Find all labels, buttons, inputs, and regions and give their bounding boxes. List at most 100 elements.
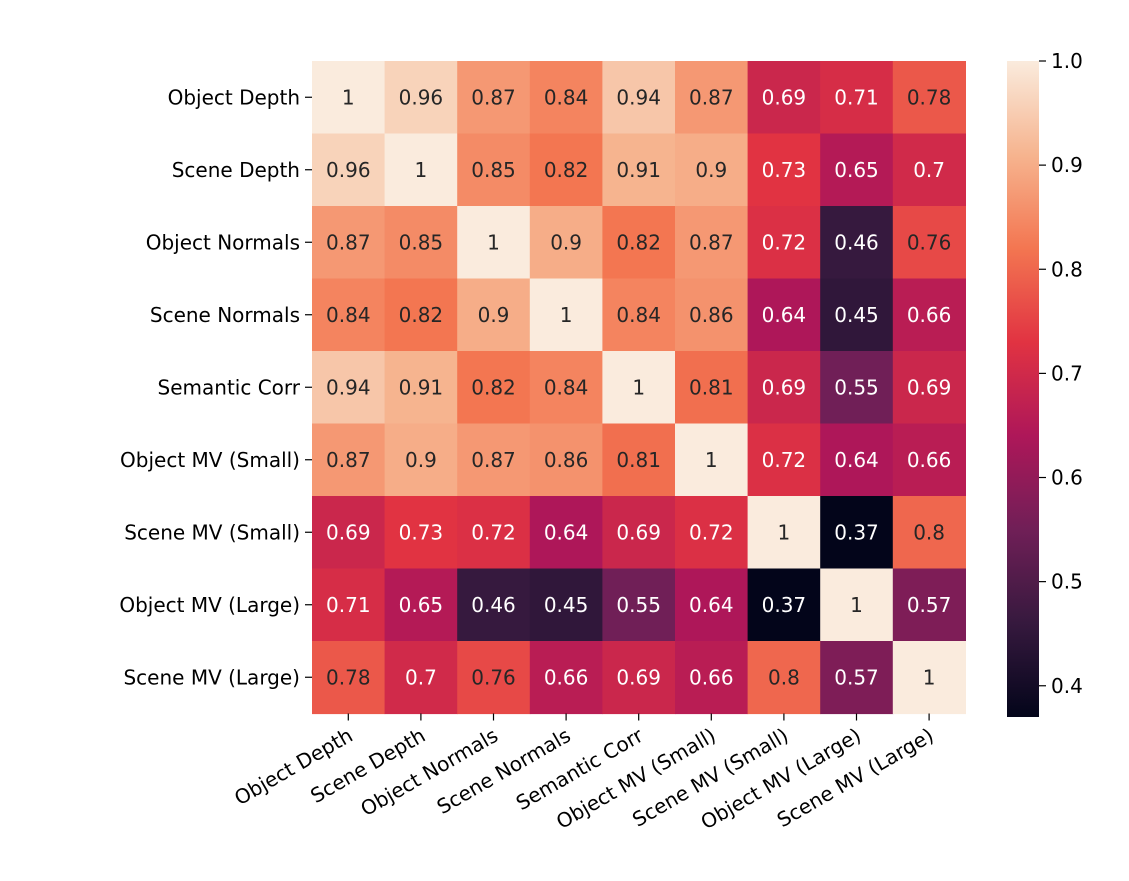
heatmap-cell [747,423,821,497]
cell-value-label: 0.8 [913,520,945,544]
heatmap-cell [312,133,386,207]
cell-value-label: 0.72 [471,520,516,544]
heatmap-cell [312,278,386,352]
heatmap-cell [384,206,458,280]
cell-value-label: 0.66 [544,665,589,689]
heatmap-cell [312,61,386,135]
heatmap-cell [312,206,386,280]
heatmap-cell [892,641,966,715]
cell-value-label: 0.87 [689,230,734,254]
cell-value-label: 0.57 [907,593,952,617]
heatmap-cell [747,278,821,352]
heatmap-cell [820,206,894,280]
cell-value-label: 0.37 [834,520,879,544]
heatmap-cell [384,351,458,425]
cell-value-label: 0.82 [399,303,444,327]
cell-value-label: 0.87 [689,85,734,109]
heatmap-cell [602,206,676,280]
heatmap-cell [892,206,966,280]
heatmap-cell [457,423,531,497]
heatmap-cell [892,496,966,570]
row-labels: Object Depth Scene Depth Object Normals Sce… [119,85,312,689]
heatmap-cell [312,641,386,715]
heatmap-cell [312,351,386,425]
heatmap-cell [457,206,531,280]
heatmap-cell [457,278,531,352]
row-label: Object Depth [168,85,300,109]
cell-value-label: 0.46 [471,593,516,617]
cell-value-label: 0.84 [326,303,371,327]
heatmap-cell [312,568,386,642]
cell-value-label: 0.45 [834,303,879,327]
heatmap-cell [384,133,458,207]
cell-value-label: 0.64 [762,303,807,327]
row-label: Scene MV (Large) [123,665,300,689]
heatmap-cell [529,496,603,570]
heatmap-cell [820,61,894,135]
cell-value-label: 0.57 [834,665,879,689]
row-label: Scene Depth [172,158,300,182]
heatmap-cell [602,423,676,497]
cell-value-label: 0.81 [689,375,734,399]
cell-value-label: 1 [342,85,355,109]
heatmap-cell [747,206,821,280]
cell-value-label: 0.69 [326,520,371,544]
cell-value-label: 0.66 [907,448,952,472]
colorbar-gradient [1007,61,1039,717]
cell-value-label: 0.69 [762,85,807,109]
heatmap-cell [529,278,603,352]
heatmap-cell [747,351,821,425]
heatmap-cell [820,641,894,715]
heatmap-cell [384,278,458,352]
heatmap-cell [820,496,894,570]
cell-value-label: 1 [560,303,573,327]
cell-value-label: 0.86 [689,303,734,327]
cell-value-label: 0.91 [616,158,661,182]
heatmap-cell [384,423,458,497]
cell-value-label: 0.71 [834,85,879,109]
cell-value-label: 0.73 [399,520,444,544]
cell-value-label: 1 [778,520,791,544]
heatmap-cell [529,641,603,715]
row-label: Scene Normals [150,303,300,327]
heatmap-cell [820,133,894,207]
cell-value-label: 0.82 [471,375,516,399]
heatmap-cell [820,351,894,425]
heatmap-cell [312,496,386,570]
heatmap-cell [892,351,966,425]
cell-value-label: 0.55 [616,593,661,617]
heatmap-cell [384,568,458,642]
heatmap-cell [820,568,894,642]
cell-value-label: 0.76 [471,665,516,689]
row-label: Object MV (Small) [120,448,300,472]
cell-value-label: 0.84 [544,375,589,399]
cell-value-label: 1 [923,665,936,689]
colorbar-tick-label: 0.9 [1051,153,1083,177]
heatmap-cell [675,278,749,352]
cell-value-label: 0.81 [616,448,661,472]
heatmap-cell [384,61,458,135]
cell-value-label: 0.73 [762,158,807,182]
heatmap-cell [892,133,966,207]
column-label: Object Depth [230,723,357,810]
cell-value-label: 1 [705,448,718,472]
colorbar-tick-label: 0.6 [1051,466,1083,490]
cell-value-label: 0.87 [471,448,516,472]
colorbar-tick-label: 0.5 [1051,570,1083,594]
cell-value-label: 0.7 [405,665,437,689]
cell-value-label: 0.72 [762,230,807,254]
cell-value-label: 0.71 [326,593,371,617]
cell-value-label: 0.9 [405,448,437,472]
cell-value-label: 0.94 [616,85,661,109]
cell-value-label: 0.87 [326,230,371,254]
cell-value-label: 0.87 [326,448,371,472]
colorbar: 1.0 0.9 0.8 0.7 0.6 0.5 0.4 [1007,49,1083,717]
cell-value-label: 0.84 [544,85,589,109]
colorbar-tick-label: 1.0 [1051,49,1083,73]
heatmap-cell [529,133,603,207]
heatmap-cell [892,423,966,497]
heatmap-cell [747,568,821,642]
heatmap-cell [602,133,676,207]
cell-value-label: 0.87 [471,85,516,109]
cell-value-label: 0.45 [544,593,589,617]
